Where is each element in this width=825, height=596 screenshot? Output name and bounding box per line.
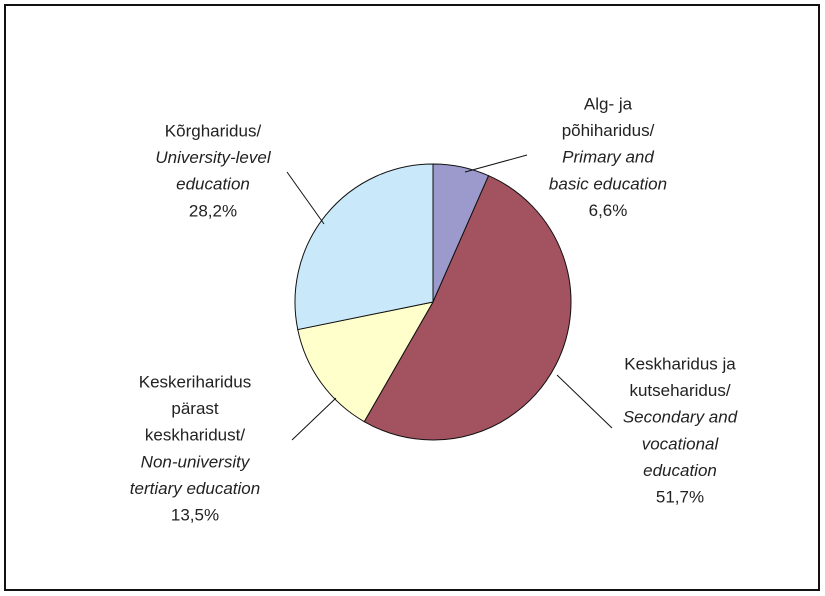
slice-label-english: Primary and xyxy=(562,148,654,167)
pie-slice xyxy=(294,163,434,331)
pie-slice xyxy=(297,301,434,423)
leader-line xyxy=(286,171,325,225)
slice-label: keskharidust/ xyxy=(145,426,245,445)
slice-label-english: University-level xyxy=(155,148,271,167)
slice-label: Keskharidus ja xyxy=(624,354,736,373)
slice-label-english: tertiary education xyxy=(130,479,260,498)
slice-label: Keskeriharidus xyxy=(139,372,251,391)
slice-label: põhiharidus/ xyxy=(562,121,655,140)
value-label: 13,5% xyxy=(171,505,219,524)
value-label: 51,7% xyxy=(656,487,704,506)
slice-label: Alg- ja xyxy=(584,94,633,113)
slice-label-english: Non-university xyxy=(141,452,251,471)
pie-slice xyxy=(363,175,572,441)
slice-label-english: education xyxy=(643,461,717,480)
slice-label: pärast xyxy=(171,399,219,418)
slice-label: Kõrgharidus/ xyxy=(165,121,262,140)
leader-line xyxy=(291,397,337,441)
value-label: 28,2% xyxy=(189,201,237,220)
leader-line xyxy=(556,374,613,429)
slice-label-english: Secondary and xyxy=(623,408,738,427)
value-label: 6,6% xyxy=(589,201,628,220)
slice-label-english: basic education xyxy=(549,174,667,193)
slice-label: kutseharidus/ xyxy=(629,381,730,400)
leader-line xyxy=(464,154,528,173)
slice-label-english: education xyxy=(176,175,250,194)
slice-label-english: vocational xyxy=(642,434,720,453)
